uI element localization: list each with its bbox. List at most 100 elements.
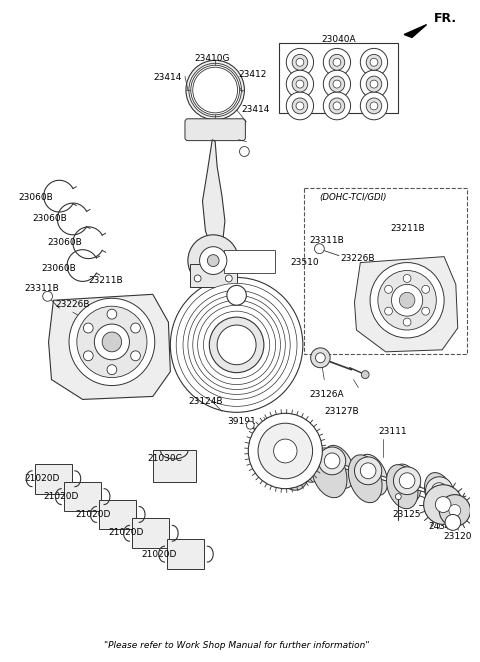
FancyBboxPatch shape (224, 250, 275, 273)
Circle shape (95, 324, 130, 359)
FancyBboxPatch shape (190, 263, 237, 287)
Ellipse shape (312, 448, 347, 498)
Circle shape (296, 102, 304, 110)
Circle shape (77, 307, 147, 377)
FancyBboxPatch shape (304, 188, 467, 354)
Text: 23311B: 23311B (310, 236, 345, 245)
Circle shape (422, 307, 430, 315)
Circle shape (324, 70, 350, 98)
Circle shape (435, 496, 451, 512)
Circle shape (360, 48, 388, 76)
Circle shape (355, 457, 382, 485)
Circle shape (131, 323, 140, 333)
Circle shape (403, 318, 411, 326)
Circle shape (426, 477, 453, 504)
Text: 23124B: 23124B (188, 397, 222, 406)
Circle shape (204, 311, 270, 379)
Text: 23414: 23414 (241, 105, 270, 115)
Circle shape (287, 443, 303, 459)
Circle shape (227, 285, 246, 305)
Circle shape (186, 60, 244, 120)
Text: 39191: 39191 (227, 417, 256, 426)
FancyBboxPatch shape (279, 44, 398, 113)
Circle shape (329, 54, 345, 70)
FancyBboxPatch shape (185, 118, 245, 140)
Circle shape (324, 48, 350, 76)
Text: 21020D: 21020D (75, 510, 110, 519)
Circle shape (396, 494, 401, 500)
Circle shape (292, 76, 308, 92)
Text: "Please refer to Work Shop Manual for further information": "Please refer to Work Shop Manual for fu… (104, 641, 369, 650)
Circle shape (286, 48, 313, 76)
Circle shape (361, 371, 369, 379)
Circle shape (43, 291, 52, 301)
FancyBboxPatch shape (64, 482, 101, 512)
Circle shape (102, 332, 121, 352)
Ellipse shape (271, 438, 309, 491)
Text: 23127B: 23127B (324, 407, 359, 416)
Circle shape (176, 283, 297, 406)
Circle shape (296, 80, 304, 88)
Circle shape (370, 102, 378, 110)
Circle shape (194, 275, 201, 282)
Circle shape (286, 92, 313, 120)
Text: A: A (451, 520, 455, 526)
Circle shape (366, 54, 382, 70)
Circle shape (333, 80, 341, 88)
Circle shape (226, 275, 232, 282)
Circle shape (248, 413, 323, 489)
Circle shape (333, 58, 341, 66)
FancyBboxPatch shape (99, 500, 136, 530)
FancyBboxPatch shape (153, 450, 196, 482)
Circle shape (422, 285, 430, 293)
FancyBboxPatch shape (35, 464, 72, 494)
Circle shape (207, 255, 219, 267)
Text: 23513: 23513 (183, 322, 212, 330)
Circle shape (324, 92, 350, 120)
Ellipse shape (324, 446, 354, 489)
Text: 23412: 23412 (239, 70, 267, 79)
Circle shape (360, 70, 388, 98)
Ellipse shape (359, 454, 388, 495)
FancyBboxPatch shape (132, 518, 169, 548)
Text: 23111: 23111 (378, 426, 407, 436)
Circle shape (217, 325, 256, 365)
Circle shape (286, 70, 313, 98)
Circle shape (258, 423, 312, 479)
Circle shape (292, 98, 308, 114)
Circle shape (324, 453, 340, 469)
Text: 23311B: 23311B (24, 284, 59, 293)
Circle shape (366, 76, 382, 92)
Ellipse shape (386, 465, 418, 508)
Circle shape (107, 365, 117, 375)
Circle shape (329, 98, 345, 114)
Text: 23060B: 23060B (42, 264, 76, 273)
Circle shape (445, 514, 461, 530)
Text: 23060B: 23060B (48, 238, 83, 247)
Text: 23126A: 23126A (310, 390, 344, 399)
Circle shape (188, 235, 239, 287)
Text: 21020D: 21020D (141, 549, 177, 559)
Circle shape (200, 247, 227, 275)
Circle shape (394, 467, 421, 495)
Text: 23060B: 23060B (32, 214, 67, 224)
Circle shape (292, 54, 308, 70)
Text: 23510: 23510 (290, 258, 319, 267)
Circle shape (131, 351, 140, 361)
Circle shape (107, 309, 117, 319)
Ellipse shape (394, 464, 420, 501)
Circle shape (399, 473, 415, 489)
Circle shape (333, 102, 341, 110)
Circle shape (69, 299, 155, 385)
Text: 23211B: 23211B (391, 224, 425, 234)
Text: 23410G: 23410G (194, 54, 230, 63)
Circle shape (209, 317, 264, 373)
Circle shape (329, 76, 345, 92)
Circle shape (399, 293, 415, 308)
Text: 23414: 23414 (154, 73, 182, 81)
Circle shape (318, 447, 346, 475)
Text: 23120: 23120 (443, 532, 472, 541)
Circle shape (193, 301, 280, 389)
Circle shape (370, 263, 444, 338)
Circle shape (360, 463, 376, 479)
